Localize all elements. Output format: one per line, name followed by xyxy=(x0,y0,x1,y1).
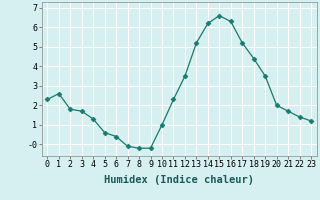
X-axis label: Humidex (Indice chaleur): Humidex (Indice chaleur) xyxy=(104,175,254,185)
